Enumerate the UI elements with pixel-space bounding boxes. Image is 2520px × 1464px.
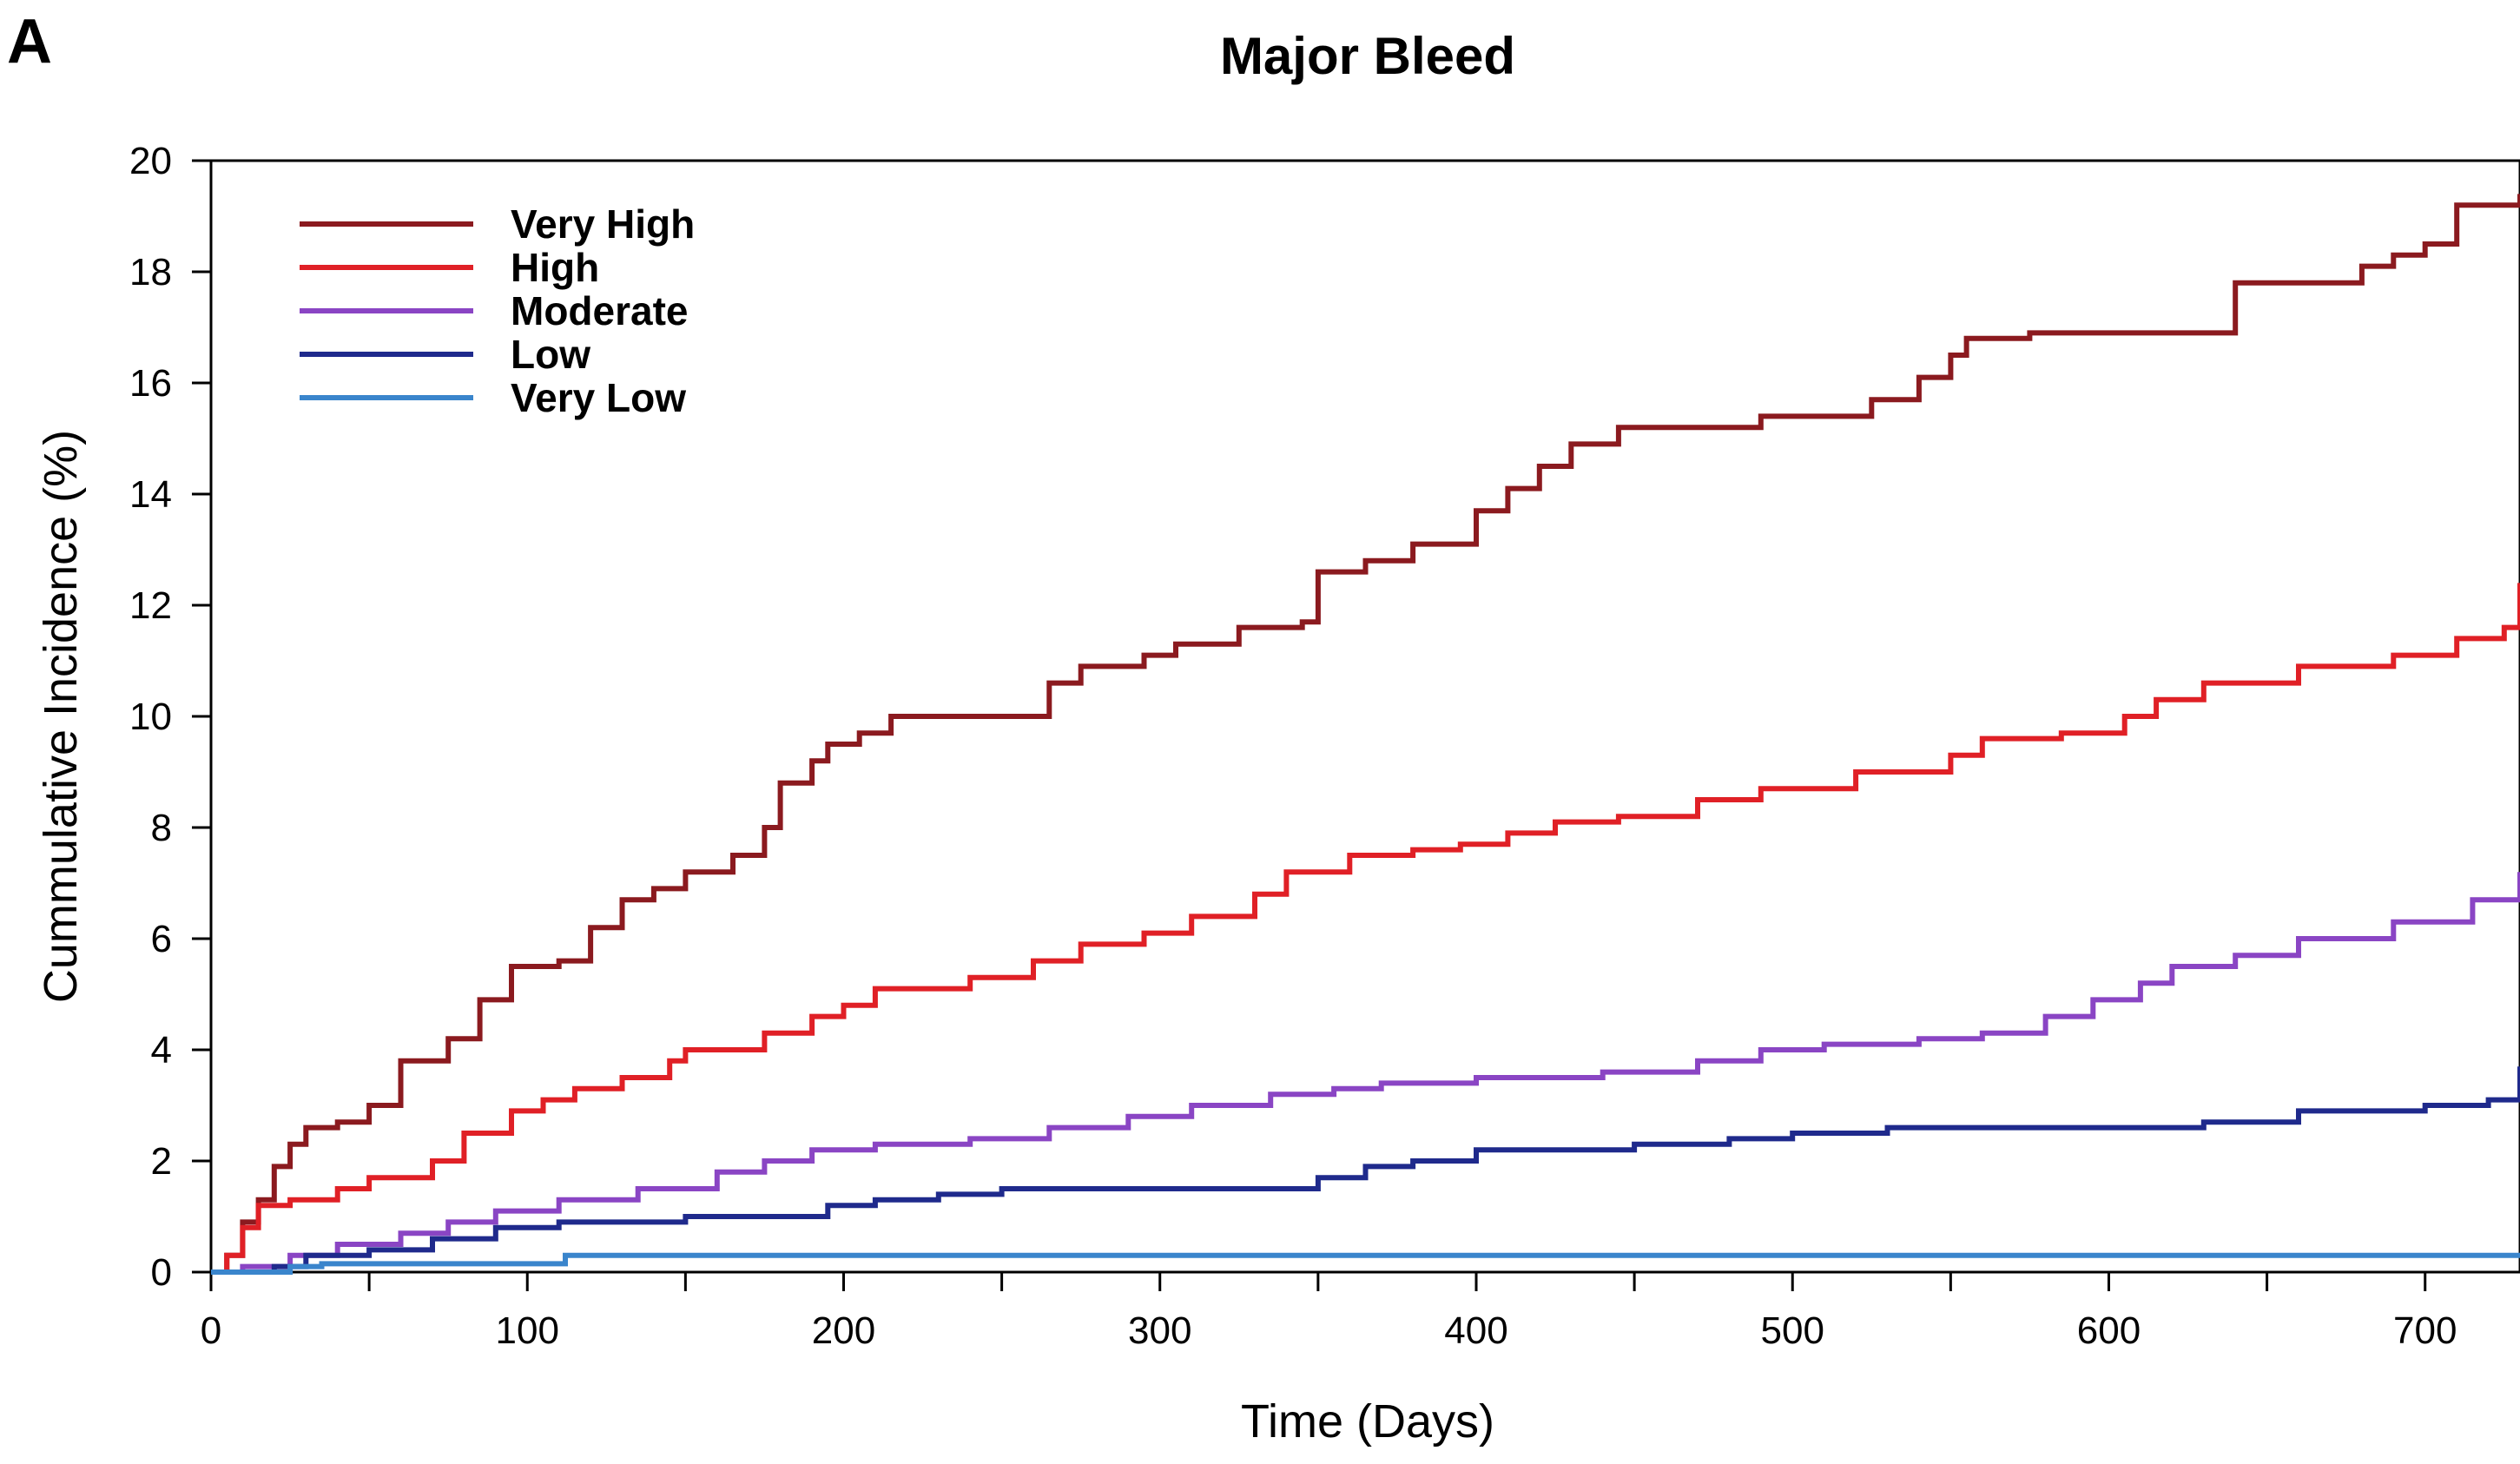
- y-tick-label: 6: [151, 918, 172, 960]
- legend-label-very-low: Very Low: [511, 375, 686, 420]
- x-axis: 0 100 200 300 400 500 600 700: [201, 1272, 2457, 1352]
- y-tick-label: 14: [129, 473, 172, 516]
- x-tick-label: 700: [2393, 1309, 2457, 1352]
- legend-label-moderate: Moderate: [511, 288, 688, 333]
- series-line-very-low: [211, 1252, 2520, 1275]
- panel-label: A: [7, 7, 52, 76]
- x-tick-label: 400: [1444, 1309, 1507, 1352]
- y-tick-label: 20: [129, 140, 172, 182]
- series-line-low: [211, 1066, 2520, 1275]
- series-layer: [211, 194, 2520, 1275]
- y-tick-label: 10: [129, 696, 172, 738]
- y-tick-label: 4: [151, 1029, 172, 1072]
- x-tick-label: 300: [1128, 1309, 1191, 1352]
- series-line-high: [211, 583, 2520, 1275]
- y-tick-label: 12: [129, 584, 172, 627]
- legend-label-very-high: Very High: [511, 201, 695, 247]
- x-tick-label: 200: [812, 1309, 875, 1352]
- chart-title: Major Bleed: [1220, 27, 1515, 85]
- y-tick-label: 0: [151, 1251, 172, 1294]
- series-line-very-high: [211, 194, 2520, 1275]
- y-axis: 0 2 4 6 8 10 12 14 16 18 20: [129, 140, 211, 1294]
- x-tick-label: 100: [496, 1309, 559, 1352]
- y-axis-label: Cummulative Incidence (%): [35, 430, 87, 1003]
- x-tick-label: 600: [2077, 1309, 2141, 1352]
- legend-label-low: Low: [511, 332, 590, 377]
- series-line-moderate: [211, 872, 2520, 1275]
- y-tick-label: 16: [129, 362, 172, 405]
- y-tick-label: 18: [129, 251, 172, 293]
- legend-label-high: High: [511, 245, 599, 290]
- y-tick-label: 2: [151, 1140, 172, 1183]
- x-tick-label: 0: [201, 1309, 221, 1352]
- x-axis-label: Time (Days): [1241, 1395, 1494, 1448]
- x-tick-label: 500: [1761, 1309, 1824, 1352]
- y-tick-label: 8: [151, 807, 172, 849]
